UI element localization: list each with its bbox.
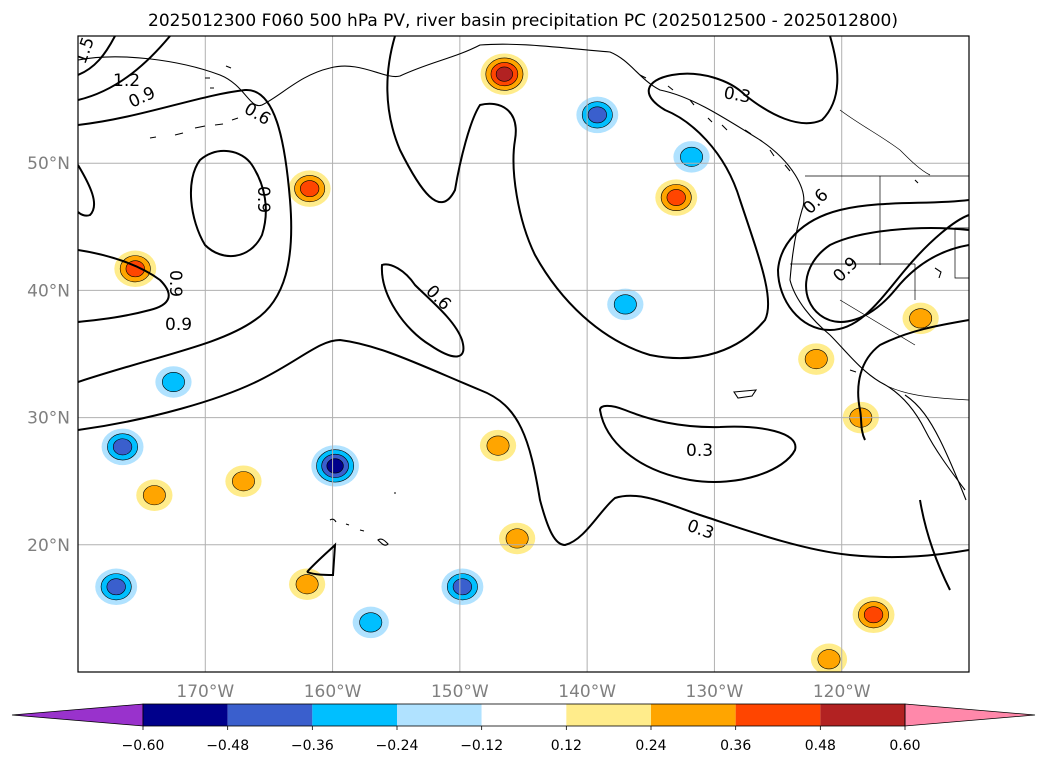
colorbar-tick-label: −0.24 [376, 738, 419, 754]
precip-level [587, 106, 607, 124]
precip-blob [441, 568, 484, 606]
precip-blob [352, 606, 389, 639]
precip-blob [576, 96, 619, 134]
contour-label: 0.9 [165, 315, 192, 335]
gridlines [78, 36, 969, 672]
colorbar-segment [481, 704, 567, 726]
y-tick-label: 20°N [27, 536, 70, 556]
precip-blob [673, 141, 710, 173]
precip-blob [852, 596, 895, 633]
colorbar-tick-label: 0.48 [805, 738, 836, 754]
x-tick-label: 160°W [304, 682, 362, 702]
precip-blob [311, 445, 359, 487]
precip-blob [101, 428, 144, 466]
x-tick-label: 120°W [813, 682, 871, 702]
colorbar-segment [312, 704, 397, 726]
contour-label: 0.9 [829, 253, 862, 286]
colorbar-segment [566, 704, 651, 726]
precip-blob [655, 179, 698, 216]
precip-level [613, 294, 637, 315]
precip-level [505, 528, 529, 549]
precip-blob [798, 343, 835, 375]
colorbar-segment [227, 704, 313, 726]
y-tick-label: 30°N [27, 409, 70, 429]
precip-blob [902, 302, 939, 335]
precip-blob [225, 465, 262, 497]
contour-labels: 1.5 1.2 0.9 0.6 0.9 0.9 0.9 0.6 0.3 0.6 … [71, 34, 863, 544]
contour-label: 0.3 [686, 441, 713, 461]
colorbar: −0.60 −0.48 −0.36 −0.24 −0.12 0.12 0.24 0.36 0.4… [11, 703, 1036, 754]
x-tick-label: 130°W [686, 682, 744, 702]
precip-blob [288, 170, 331, 207]
colorbar-extend-low [11, 703, 144, 727]
precip-level [106, 578, 126, 596]
contour-label: 0.3 [684, 516, 716, 544]
x-tick-label: 140°W [558, 682, 616, 702]
precip-level [486, 435, 510, 456]
precip-level [804, 349, 828, 370]
colorbar-tick-label: 0.60 [889, 738, 920, 754]
precip-blob [95, 568, 138, 606]
contour-label: 1.2 [113, 71, 140, 91]
contour-label: 0.9 [253, 186, 273, 213]
coastlines [78, 43, 967, 546]
contour-label: 0.6 [421, 281, 454, 314]
colorbar-tick-label: 0.36 [720, 738, 751, 754]
political-borders [790, 109, 969, 401]
colorbar-segment [397, 704, 482, 726]
precip-blob [155, 366, 192, 398]
colorbar-tick-label: 0.24 [635, 738, 666, 754]
x-tick-label: 170°W [176, 682, 234, 702]
precip-level [295, 574, 319, 595]
precip-blob [480, 53, 529, 95]
colorbar-frame [142, 703, 906, 727]
colorbar-tick-label: 0.12 [551, 738, 582, 754]
x-tick-labels: 170°W 160°W 150°W 140°W 130°W 120°W [176, 682, 870, 702]
colorbar-extend-high [904, 703, 1036, 727]
precip-blob [114, 250, 157, 288]
y-tick-label: 40°N [27, 281, 70, 301]
map-frame [77, 35, 970, 673]
precip-level [359, 612, 383, 633]
precip-blob [499, 522, 536, 555]
colorbar-segment [820, 704, 905, 726]
colorbar-tick-label: −0.60 [122, 738, 165, 754]
chart-title: 2025012300 F060 500 hPa PV, river basin … [148, 11, 898, 31]
precip-level [817, 649, 841, 670]
precip-level [300, 180, 320, 198]
colorbar-tick-label: −0.36 [291, 738, 334, 754]
precip-blob [136, 479, 173, 511]
precip-level [909, 308, 933, 329]
colorbar-tick-label: −0.12 [460, 738, 503, 754]
colorbar-tick-label: −0.48 [206, 738, 249, 754]
contour-label: 1.5 [71, 34, 99, 66]
y-tick-labels: 20°N 30°N 40°N 50°N [27, 154, 70, 556]
contour-label: 0.3 [722, 83, 752, 107]
contour-label: 0.9 [165, 270, 185, 297]
precip-level [142, 485, 166, 506]
colorbar-segment [651, 704, 736, 726]
precip-level [326, 458, 344, 474]
y-tick-label: 50°N [27, 154, 70, 174]
colorbar-segment [143, 704, 228, 726]
precip-blob [289, 568, 326, 600]
precip-level [112, 438, 133, 456]
precip-level [680, 146, 703, 167]
precip-level [162, 371, 185, 392]
precip-level [452, 578, 473, 596]
precip-fills [95, 53, 939, 672]
precip-blob [607, 288, 644, 321]
precip-level [863, 606, 884, 624]
colorbar-segment [735, 704, 821, 726]
x-tick-label: 150°W [431, 682, 489, 702]
precip-blob [479, 429, 517, 462]
precip-blob [810, 643, 848, 672]
pv-contours [78, 36, 969, 591]
precip-level [495, 66, 513, 82]
precip-level [666, 189, 686, 206]
precip-level [232, 471, 255, 492]
